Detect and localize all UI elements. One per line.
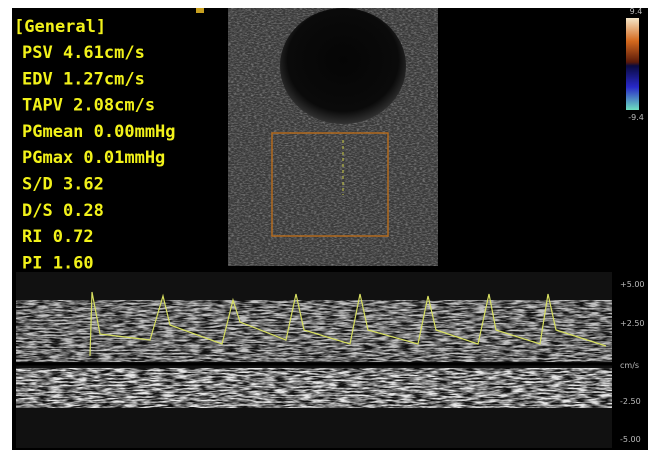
color-scale-bottom: -9.4 [628, 113, 644, 122]
measurement-row: PGmean 0.00mmHg [22, 122, 176, 142]
doppler-scale-label: -5.00 [620, 435, 641, 444]
marker [196, 8, 204, 13]
measurement-row: S/D 3.62 [22, 175, 104, 195]
color-bar [626, 18, 639, 110]
globe [280, 8, 406, 124]
measurement-title: [General] [14, 17, 106, 37]
doppler-scale-label: +2.50 [620, 319, 645, 328]
spectral-noise [16, 368, 612, 408]
measurement-row: PI 1.60 [22, 253, 94, 273]
measurement-row: PSV 4.61cm/s [22, 43, 145, 63]
color-scale-top: 9.4 [630, 7, 643, 16]
doppler-scale-label: +5.00 [620, 280, 645, 289]
measurement-row: EDV 1.27cm/s [22, 69, 145, 89]
measurement-row: RI 0.72 [22, 227, 94, 247]
measurement-row: D/S 0.28 [22, 201, 104, 221]
measurement-row: TAPV 2.08cm/s [22, 96, 155, 116]
measurement-row: PGmax 0.01mmHg [22, 148, 165, 168]
doppler-scale-label: cm/s [620, 361, 639, 370]
doppler-scale-label: -2.50 [620, 397, 641, 406]
spectral-flow [16, 300, 612, 362]
ultrasound-screen: 9.4 -9.4 +5.00 +2.50 cm/s -2.50 -5.00 [G… [0, 0, 658, 456]
